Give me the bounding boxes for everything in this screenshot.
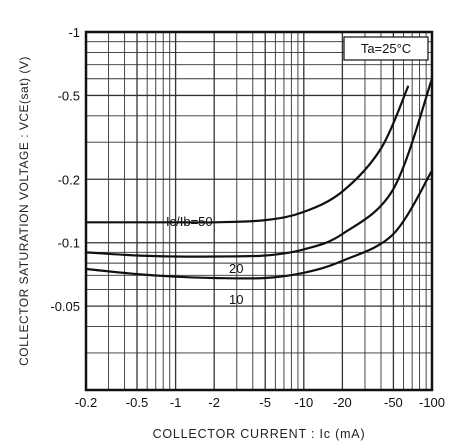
x-tick-label: -1 — [170, 395, 182, 410]
x-tick-label: -0.2 — [75, 395, 97, 410]
curve-ic-ib-10 — [84, 169, 434, 280]
x-axis-title: COLLECTOR CURRENT : Ic (mA) — [153, 427, 366, 441]
series-label-10: 10 — [229, 292, 243, 307]
curve-ic-ib-20 — [84, 77, 434, 258]
y-tick-label: -0.2 — [58, 172, 80, 187]
series-label-20: 20 — [229, 261, 243, 276]
x-tick-label: -50 — [384, 395, 403, 410]
y-tick-label: -0.05 — [50, 299, 80, 314]
x-tick-label: -2 — [208, 395, 220, 410]
y-tick-label: -0.1 — [58, 236, 80, 251]
y-tick-labels: -1 -0.5 -0.2 -0.1 -0.05 — [50, 25, 80, 314]
temperature-annotation: Ta=25°C — [361, 41, 411, 56]
annotation-box — [343, 36, 429, 61]
x-tick-label: -100 — [419, 395, 445, 410]
x-tick-labels: -0.2 -0.5 -1 -2 -5 -10 -20 -50 -100 — [75, 395, 445, 410]
x-tick-label: -5 — [259, 395, 271, 410]
y-tick-label: -1 — [68, 25, 80, 40]
series-label-50: Ic/Ib=50 — [166, 214, 213, 229]
grid — [85, 31, 433, 391]
plot-frame — [84, 30, 434, 392]
y-tick-label: -0.5 — [58, 88, 80, 103]
y-axis-title: COLLECTOR SATURATION VOLTAGE : VCE(sat) … — [17, 56, 31, 366]
curve-ic-ib-50 — [84, 85, 410, 224]
x-tick-label: -20 — [333, 395, 352, 410]
curves — [84, 77, 434, 280]
x-tick-label: -10 — [294, 395, 313, 410]
x-tick-label: -0.5 — [126, 395, 148, 410]
